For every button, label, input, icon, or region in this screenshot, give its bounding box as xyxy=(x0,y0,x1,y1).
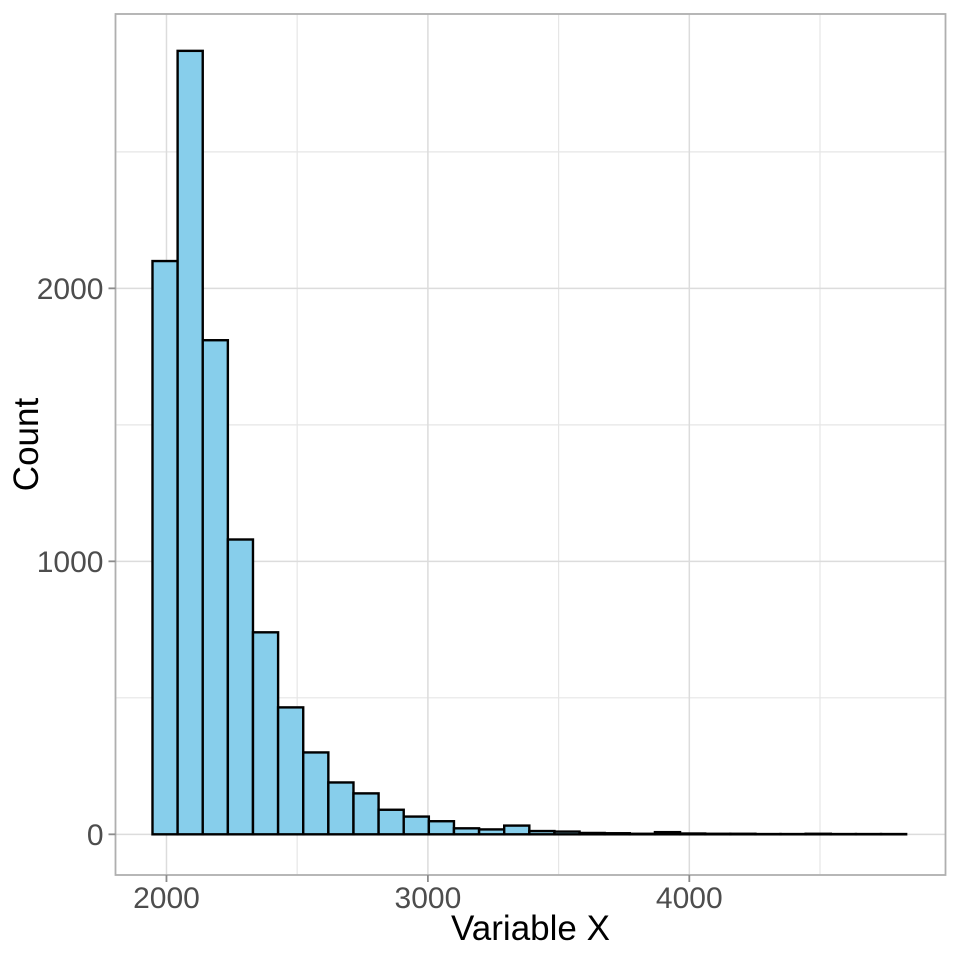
histogram-bar xyxy=(554,832,579,835)
histogram-bar xyxy=(253,632,278,834)
histogram-bar xyxy=(504,826,529,835)
y-axis-title: Count xyxy=(7,398,46,492)
histogram-bar xyxy=(580,833,605,834)
histogram-bar xyxy=(730,834,755,835)
y-tick-label: 0 xyxy=(87,819,104,852)
histogram-bar xyxy=(203,340,228,834)
histogram-bar xyxy=(152,261,177,834)
histogram-bar xyxy=(404,817,429,835)
histogram-bar xyxy=(655,832,680,834)
x-tick-label: 2000 xyxy=(133,882,200,915)
x-axis-title: Variable X xyxy=(451,909,610,948)
histogram-bars xyxy=(152,51,906,834)
histogram-bar xyxy=(529,831,554,834)
histogram-bar xyxy=(429,821,454,834)
x-tick-label: 4000 xyxy=(656,882,723,915)
histogram-bar xyxy=(303,752,328,834)
y-axis-tick-labels: 0 1000 2000 xyxy=(37,273,104,852)
histogram-bar xyxy=(680,834,705,835)
histogram-bar xyxy=(605,833,630,834)
histogram-bar xyxy=(328,782,353,834)
histogram-bar xyxy=(705,834,730,835)
histogram-bar xyxy=(630,834,655,835)
x-axis-tick-marks xyxy=(166,875,689,882)
histogram-bar xyxy=(353,793,378,834)
histogram-bar xyxy=(379,810,404,835)
histogram-bar xyxy=(479,829,504,834)
histogram-bar xyxy=(228,539,253,834)
histogram-bar xyxy=(278,707,303,834)
y-tick-label: 1000 xyxy=(37,546,104,579)
y-axis-tick-marks xyxy=(109,288,116,834)
histogram-bar xyxy=(806,834,831,835)
histogram-bar xyxy=(454,828,479,834)
y-tick-label: 2000 xyxy=(37,273,104,306)
histogram-bar xyxy=(178,51,203,834)
